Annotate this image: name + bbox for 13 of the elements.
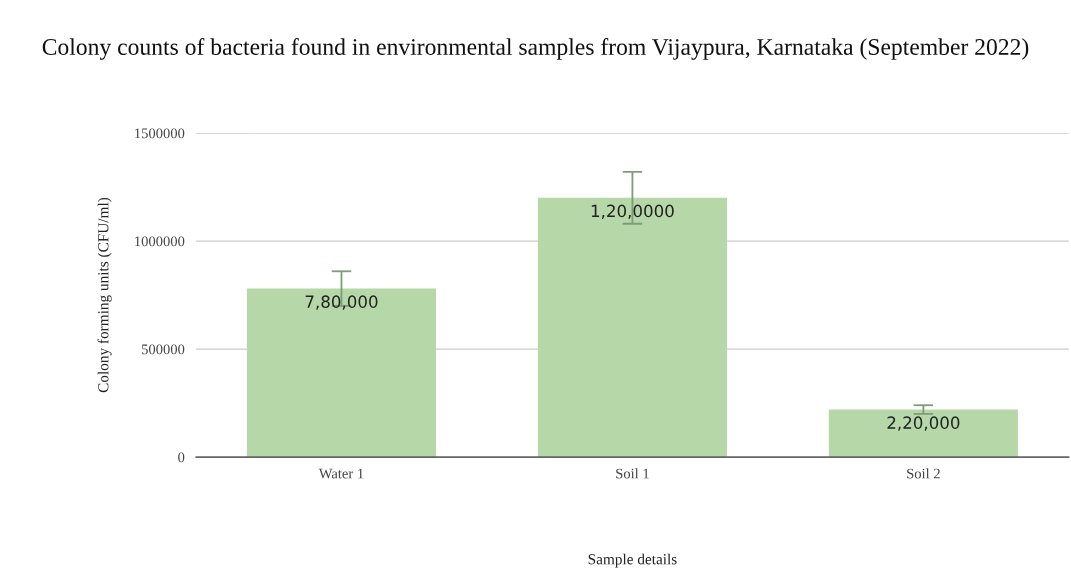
y-tick-label: 1000000 (135, 236, 185, 247)
y-tick-label: 0 (178, 452, 185, 463)
data-label: 1,20,0000 (591, 204, 674, 219)
y-tick-label: 1500000 (135, 128, 185, 139)
chart-title: Colony counts of bacteria found in environmental samples from Vijaypura, Karnataka (September 2022) (42, 38, 1029, 60)
x-tick-label: Water 1 (318, 468, 364, 479)
x-tick-label: Soil 1 (616, 468, 649, 479)
y-tick-label: 500000 (141, 344, 185, 355)
x-tick-label: Soil 2 (907, 468, 940, 479)
data-label: 7,80,000 (305, 295, 378, 310)
y-axis-title: Colony forming units (CFU/ml) (97, 197, 112, 393)
data-label: 2,20,000 (887, 416, 960, 431)
x-axis-title: Sample details (588, 553, 677, 568)
